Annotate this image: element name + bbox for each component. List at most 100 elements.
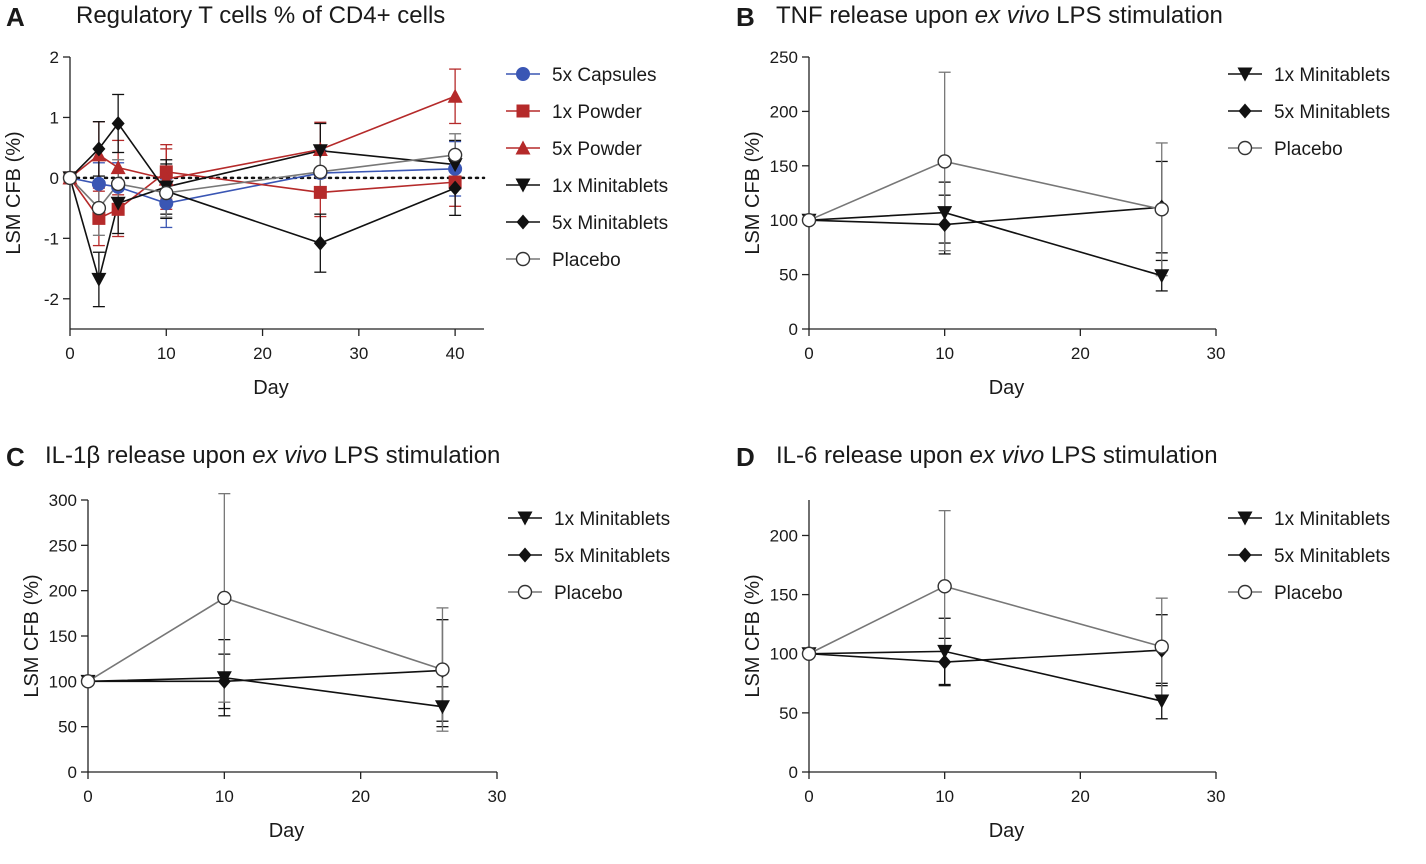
x-tick-label: 20 [253, 344, 272, 363]
legend-marker [515, 178, 531, 193]
panel-letter: C [6, 442, 25, 472]
title-text-end: LPS stimulation [326, 442, 501, 469]
legend-label: 1x Minitablets [554, 509, 670, 530]
y-axis-label: LSM CFB (%) [3, 131, 25, 254]
legend-marker [515, 140, 531, 155]
title-text: TNF release upon [776, 2, 975, 29]
legend-label: 5x Minitablets [552, 213, 668, 234]
panel-title: IL-1β release upon ex vivo LPS stimulati… [45, 442, 500, 470]
y-axis-label: LSM CFB (%) [742, 131, 764, 254]
x-tick-label: 20 [1071, 344, 1090, 363]
y-tick-label: 100 [770, 211, 798, 230]
data-point [159, 185, 174, 201]
y-tick-label: 0 [50, 169, 59, 188]
data-point [62, 170, 78, 186]
y-tick-label: 2 [50, 48, 59, 67]
series-line [808, 585, 1162, 655]
x-tick-label: 40 [446, 344, 465, 363]
x-tick-label: 10 [215, 787, 234, 806]
panel-title: TNF release upon ex vivo LPS stimulation [776, 2, 1223, 30]
x-tick-label: 10 [935, 344, 954, 363]
panel-title: Regulatory T cells % of CD4+ cells [76, 2, 445, 30]
legend-marker [1237, 67, 1253, 82]
legend-marker [517, 511, 533, 526]
legend-label: 1x Minitablets [552, 176, 668, 197]
y-tick-label: 200 [770, 526, 798, 545]
y-tick-label: 250 [49, 536, 77, 555]
legend-label: 5x Powder [552, 139, 642, 160]
legend-marker [1237, 140, 1253, 156]
data-point [91, 200, 107, 216]
data-point [312, 144, 328, 159]
y-tick-label: 150 [49, 627, 77, 646]
y-axis-label: LSM CFB (%) [21, 574, 43, 697]
data-point [434, 700, 450, 715]
x-tick-label: 10 [157, 344, 176, 363]
y-tick-label: 150 [770, 586, 798, 605]
data-point [447, 88, 463, 103]
y-tick-label: 50 [779, 704, 798, 723]
data-point [938, 654, 952, 670]
data-point [313, 235, 327, 251]
data-point [447, 147, 463, 163]
legend-marker [516, 104, 530, 118]
data-point [448, 180, 462, 196]
title-text: IL-6 release upon [776, 442, 970, 469]
title-text: IL-1β release upon [45, 442, 253, 469]
title-italic: ex vivo [252, 442, 327, 469]
data-point [91, 272, 107, 287]
legend-marker [518, 547, 532, 563]
y-tick-label: 50 [58, 718, 77, 737]
legend-label: 1x Minitablets [1274, 509, 1390, 530]
panel-letter: A [6, 2, 25, 32]
data-point [1154, 269, 1170, 284]
x-tick-label: 0 [804, 344, 813, 363]
legend-label: Placebo [552, 250, 621, 271]
data-point [937, 579, 952, 594]
legend-marker [1238, 103, 1252, 119]
y-tick-label: 300 [49, 491, 77, 510]
x-tick-label: 10 [935, 787, 954, 806]
x-tick-label: 0 [804, 787, 813, 806]
legend-label: 5x Minitablets [554, 546, 670, 567]
data-point [1154, 639, 1169, 654]
legend-label: Placebo [554, 583, 623, 604]
legend-marker [1237, 511, 1253, 526]
y-tick-label: 250 [770, 48, 798, 67]
panel-letter: B [736, 2, 755, 32]
y-tick-label: 0 [789, 320, 798, 339]
x-axis-label: Day [253, 377, 289, 399]
data-point [111, 115, 125, 131]
y-tick-label: 0 [789, 763, 798, 782]
data-point [801, 646, 817, 661]
data-point [801, 212, 817, 228]
data-point [217, 673, 231, 689]
y-tick-label: 1 [50, 108, 59, 127]
legend-marker [1238, 547, 1252, 563]
data-point [313, 185, 327, 199]
legend-label: 1x Minitablets [1274, 65, 1390, 86]
data-point [1154, 202, 1169, 217]
title-italic: ex vivo [969, 442, 1045, 469]
data-point [938, 217, 952, 233]
data-point [937, 644, 953, 659]
data-point [92, 141, 106, 157]
panel-title: IL-6 release upon ex vivo LPS stimulatio… [776, 442, 1218, 470]
legend-label: 5x Minitablets [1274, 546, 1390, 567]
x-tick-label: 0 [65, 344, 74, 363]
data-point [110, 160, 126, 175]
data-point [937, 206, 953, 221]
x-tick-label: 30 [488, 787, 507, 806]
x-axis-label: Day [989, 377, 1025, 399]
y-axis-label: LSM CFB (%) [742, 574, 764, 697]
data-point [217, 590, 232, 606]
y-tick-label: 50 [779, 266, 798, 285]
series-line [808, 650, 1162, 702]
series-line [69, 122, 456, 245]
panel-letter: D [736, 442, 755, 472]
data-point [447, 158, 463, 173]
title-text-end: LPS stimulation [1044, 442, 1218, 469]
